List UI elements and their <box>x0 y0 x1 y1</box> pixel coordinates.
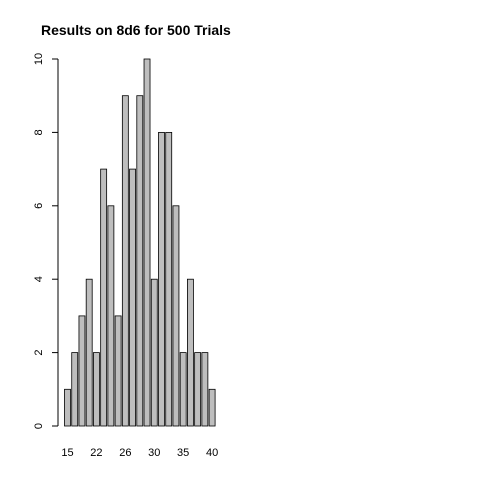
x-tick-label: 40 <box>206 447 218 459</box>
bar <box>143 58 151 427</box>
bar <box>78 315 86 427</box>
y-tick-label: 10 <box>33 53 45 65</box>
bar <box>194 352 202 427</box>
x-tick-label: 22 <box>90 447 102 459</box>
y-tick-label: 6 <box>33 203 45 209</box>
bar <box>165 131 173 427</box>
bar <box>150 278 158 427</box>
chart-title: Results on 8d6 for 500 Trials <box>41 22 231 38</box>
x-tick-label: 26 <box>119 447 131 459</box>
bar <box>208 388 216 427</box>
bar <box>121 95 129 427</box>
bar <box>172 205 180 427</box>
bar <box>85 278 93 427</box>
bar <box>158 131 165 427</box>
x-tick-label: 15 <box>61 447 73 459</box>
x-tick-label: 30 <box>148 447 160 459</box>
bar <box>129 168 136 427</box>
bar <box>100 168 108 427</box>
y-tick-label: 0 <box>33 423 45 429</box>
y-tick-label: 4 <box>33 276 45 282</box>
bar <box>136 95 144 427</box>
bar <box>187 278 194 427</box>
bar <box>93 352 100 427</box>
bar <box>71 352 79 427</box>
y-tick-label: 2 <box>33 350 45 356</box>
bar <box>201 352 209 427</box>
y-tick-label: 8 <box>33 129 45 135</box>
x-tick-label: 35 <box>177 447 189 459</box>
bar <box>179 352 187 427</box>
bar <box>64 388 71 427</box>
bar <box>107 205 115 427</box>
bar <box>114 315 122 427</box>
